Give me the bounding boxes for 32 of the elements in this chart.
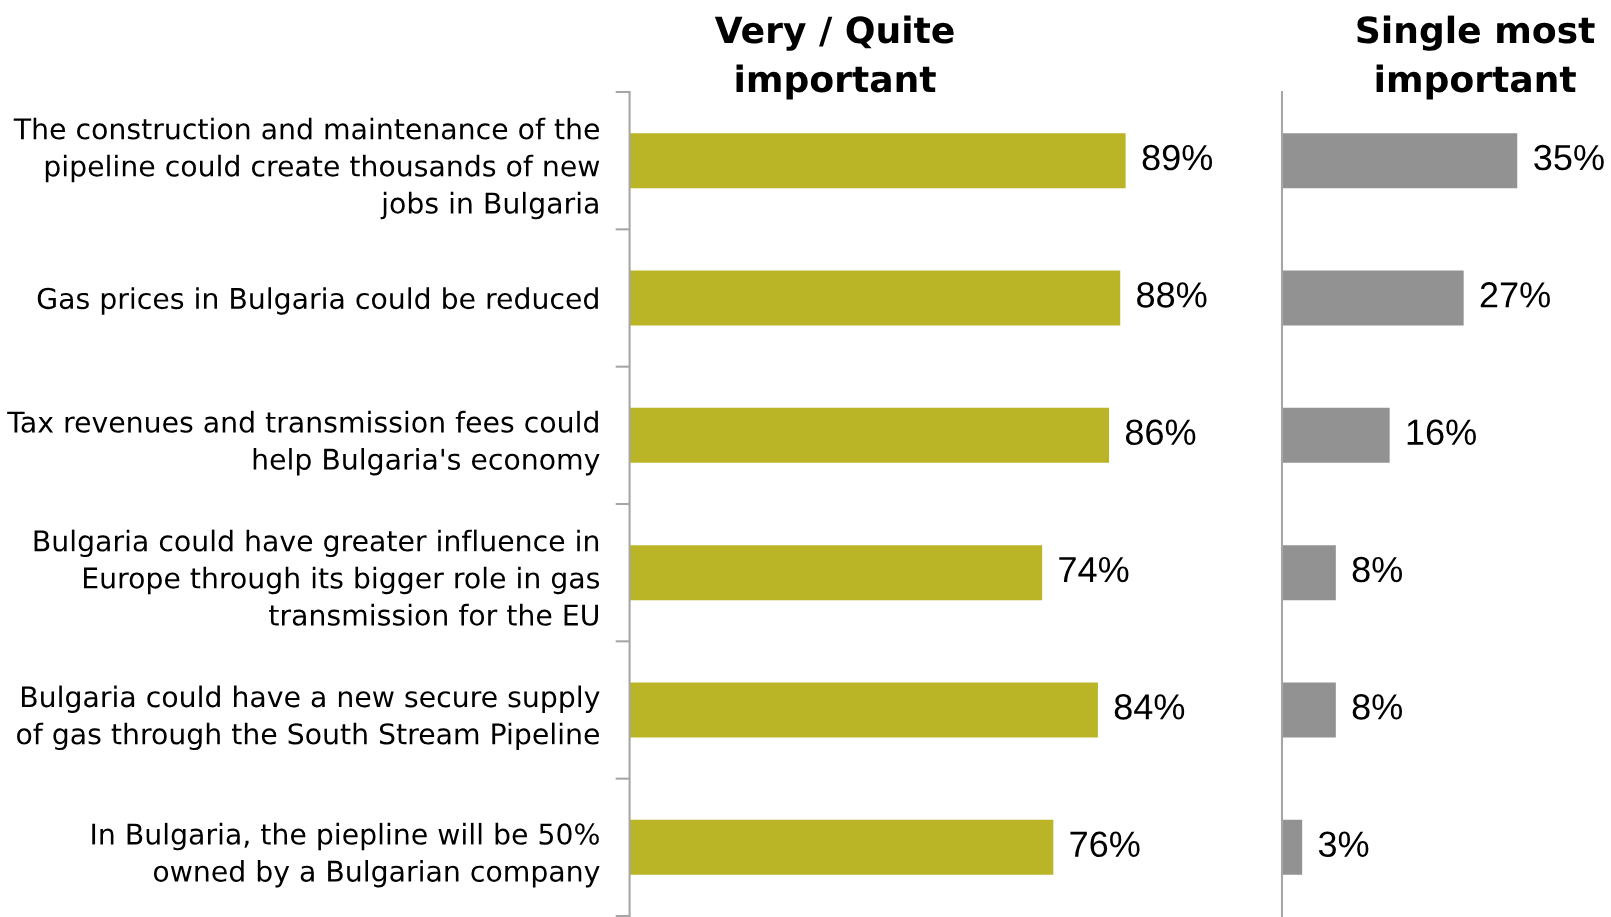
bar xyxy=(1282,682,1336,738)
data-label: 35% xyxy=(1534,144,1604,171)
data-label: 8% xyxy=(1352,556,1403,583)
data-label: 3% xyxy=(1318,831,1369,858)
chart-title: Single most important xyxy=(1357,15,1595,100)
bar xyxy=(1282,407,1390,463)
bar xyxy=(629,133,1126,189)
y-tick-label: Bulgaria could have a new secure supply of gas through the South Stream Pipeline xyxy=(17,685,600,751)
y-tick-label: In Bulgaria, the piepline will be 50% owned by a Bulgarian company xyxy=(92,822,600,888)
data-label: 89% xyxy=(1142,144,1213,171)
y-tick-label: Tax revenues and transmission fees could help Bulgaria's economy xyxy=(7,410,600,476)
data-label: 27% xyxy=(1480,282,1550,308)
chart-title: Very / Quite important xyxy=(714,15,954,100)
y-tick-label: The construction and maintenance of the pipeline could create thousands of new jobs in Bulgaria xyxy=(13,117,600,220)
data-label: 74% xyxy=(1059,556,1129,583)
data-label: 86% xyxy=(1125,419,1196,446)
data-label: 8% xyxy=(1352,694,1403,720)
data-label: 76% xyxy=(1070,831,1140,858)
bar xyxy=(629,545,1043,601)
data-label: 84% xyxy=(1114,694,1185,720)
data-label: 88% xyxy=(1137,282,1207,308)
bar xyxy=(629,819,1054,875)
bar xyxy=(1282,133,1518,189)
y-tick-label: Bulgaria could have greater influence in Europe through its bigger role in gas transmission for the EU xyxy=(34,529,600,626)
y-tick-label: Gas prices in Bulgaria could be reduced xyxy=(37,287,598,315)
bar xyxy=(629,270,1121,326)
bar xyxy=(629,682,1098,738)
bar xyxy=(1282,270,1464,326)
bar xyxy=(629,407,1110,463)
bar xyxy=(1282,819,1303,875)
bar xyxy=(1282,545,1336,601)
data-label: 16% xyxy=(1407,419,1476,446)
